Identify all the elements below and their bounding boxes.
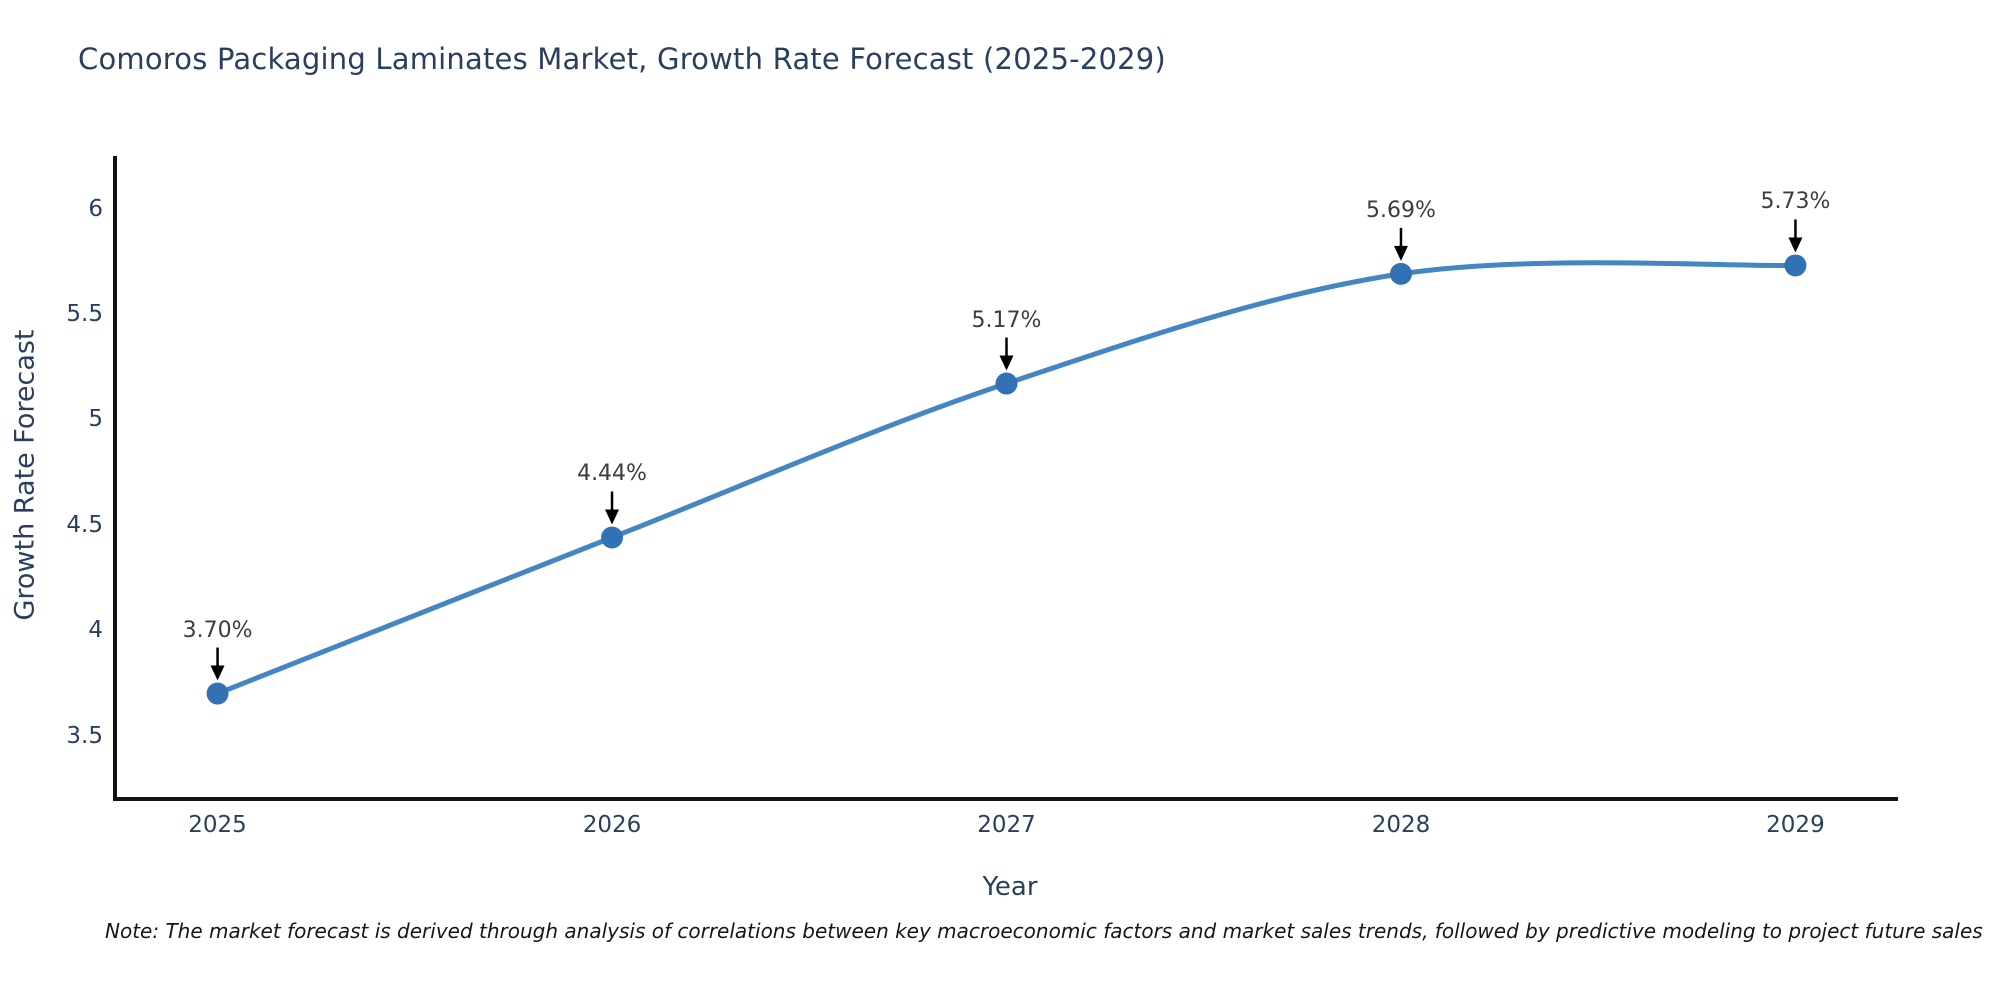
footnote: Note: The market forecast is derived thr…	[105, 919, 1983, 943]
point-label: 5.17%	[971, 307, 1042, 333]
y-tick-label: 4.5	[66, 511, 103, 538]
data-point-marker	[1784, 254, 1807, 277]
x-tick-label: 2026	[582, 812, 642, 838]
point-label: 3.70%	[182, 617, 253, 643]
annotation-arrowhead	[210, 665, 225, 681]
x-tick-label: 2025	[188, 812, 247, 838]
annotation-arrowhead	[999, 355, 1014, 371]
data-point-marker	[995, 372, 1018, 395]
y-tick-label: 4	[88, 617, 103, 644]
y-tick-label: 6	[88, 195, 103, 222]
point-label: 5.69%	[1366, 197, 1436, 223]
chart-title: Comoros Packaging Laminates Market, Grow…	[78, 42, 1166, 76]
y-tick-label: 5	[88, 406, 103, 433]
point-label: 5.73%	[1760, 189, 1831, 215]
x-axis-title: Year	[982, 872, 1038, 902]
annotation-arrowhead	[1393, 245, 1408, 261]
data-point-marker	[1389, 262, 1412, 285]
point-label: 4.44%	[577, 461, 647, 487]
x-tick-label: 2027	[977, 812, 1036, 838]
data-point-marker	[206, 682, 229, 705]
x-tick-label: 2028	[1371, 812, 1431, 838]
annotation-arrowhead	[1788, 237, 1803, 253]
y-tick-label: 5.5	[66, 300, 103, 327]
data-point-marker	[601, 526, 624, 549]
x-tick-label: 2029	[1766, 812, 1825, 838]
annotation-arrowhead	[605, 509, 620, 525]
y-tick-label: 3.5	[66, 722, 103, 749]
